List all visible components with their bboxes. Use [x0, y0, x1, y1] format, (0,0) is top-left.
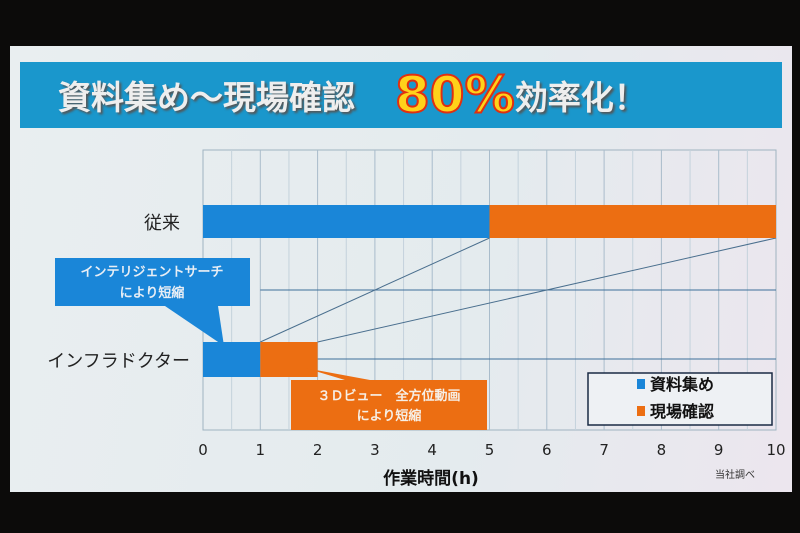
x-tick-label: 4 — [427, 441, 437, 459]
legend — [587, 372, 773, 426]
title-main: 資料集め～現場確認 — [58, 78, 355, 117]
x-tick-label: 0 — [198, 441, 208, 459]
callout-text: により短縮 — [357, 408, 422, 424]
bar-site-check — [489, 205, 776, 238]
category-label: インフラドクター — [47, 351, 190, 372]
x-tick-label: 5 — [485, 441, 495, 459]
legend-label: 資料集め — [650, 375, 714, 394]
category-label: 従来 — [144, 213, 180, 234]
legend-label: 現場確認 — [650, 402, 714, 421]
legend-swatch — [637, 406, 645, 416]
bar-site-check — [260, 342, 318, 377]
callout-intelligent-search — [55, 258, 250, 346]
callout-text: ３Ｄビュー 全方位動画 — [317, 388, 460, 404]
bar-research — [203, 205, 490, 238]
bar-research — [203, 342, 261, 377]
x-axis-label: 作業時間(h) — [383, 468, 479, 489]
title-suffix: 効率化！ — [514, 78, 647, 117]
title-highlight: 80% — [394, 65, 516, 125]
x-tick-label: 7 — [599, 441, 609, 459]
x-tick-label: 3 — [370, 441, 380, 459]
x-tick-label: 8 — [657, 441, 667, 459]
callout-text: により短縮 — [120, 285, 185, 301]
connector-line — [317, 237, 777, 343]
legend-swatch — [637, 379, 645, 389]
x-tick-label: 1 — [256, 441, 266, 459]
title-bar: 資料集め～現場確認 80% 効率化！ — [20, 62, 782, 128]
source-note: 当社調べ — [715, 468, 755, 481]
x-tick-label: 6 — [542, 441, 552, 459]
callout-text: インテリジェントサーチ — [80, 265, 223, 280]
x-tick-label: 10 — [766, 441, 785, 459]
connector-line — [260, 237, 490, 343]
x-tick-label: 9 — [714, 441, 724, 459]
callout-3d-view — [291, 368, 487, 430]
x-tick-label: 2 — [313, 441, 323, 459]
